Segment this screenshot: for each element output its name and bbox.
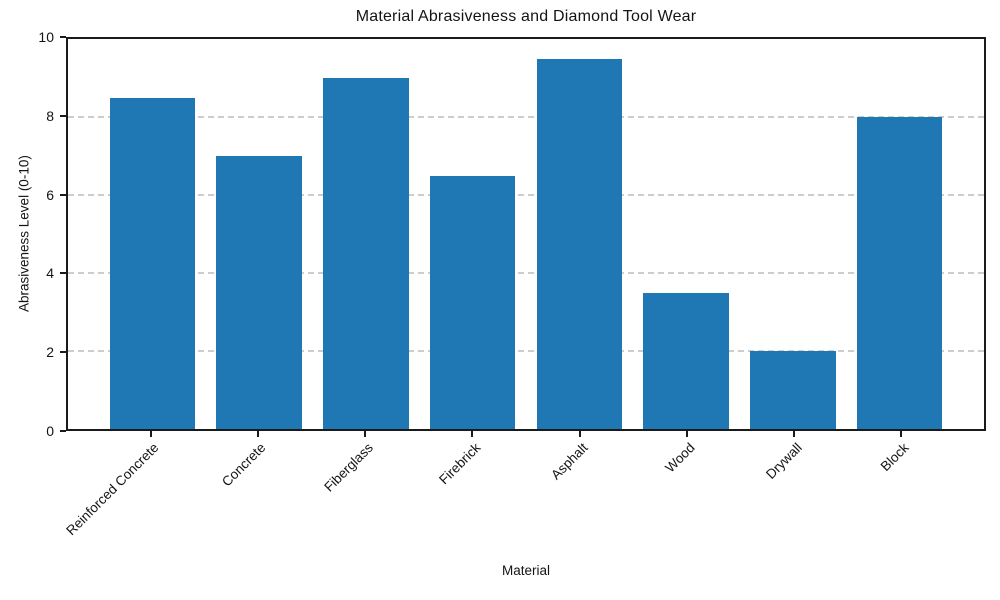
x-tick-label: Firebrick <box>435 440 483 488</box>
y-tick-mark <box>60 430 66 432</box>
gridline <box>68 350 984 352</box>
x-tick-mark <box>685 431 688 437</box>
bar-reinforced-concrete <box>109 97 196 429</box>
y-tick-label: 2 <box>46 344 54 361</box>
bar-concrete <box>216 156 302 429</box>
x-tick-mark <box>900 431 903 437</box>
x-tick-mark <box>149 431 152 437</box>
x-tick-label: Block <box>877 440 912 474</box>
plot-area <box>66 37 986 431</box>
bar-wood <box>643 292 729 429</box>
x-tick-label: Asphalt <box>547 440 591 483</box>
y-tick-mark <box>60 193 66 196</box>
x-tick-mark <box>578 431 581 437</box>
x-tick-label: Reinforced Concrete <box>63 440 162 539</box>
y-tick-label: 6 <box>46 186 54 203</box>
x-tick-label: Wood <box>662 440 698 476</box>
bar-drywall <box>750 351 836 429</box>
y-tick-label: 8 <box>46 107 54 124</box>
gridline <box>68 194 984 196</box>
x-tick-mark <box>471 431 474 437</box>
chart-title: Material Abrasiveness and Diamond Tool W… <box>355 8 697 25</box>
x-tick-label: Fiberglass <box>321 440 376 495</box>
bar-fiberglass <box>323 78 409 429</box>
x-axis: Reinforced Concrete Concrete Fiberglass Fir… <box>63 431 986 581</box>
y-tick-label: 0 <box>46 423 54 439</box>
gridline <box>68 272 984 274</box>
x-tick-mark <box>256 431 259 437</box>
y-tick-label: 4 <box>46 265 54 282</box>
bar-asphalt <box>536 58 623 429</box>
x-tick-mark <box>793 431 796 437</box>
y-tick-mark <box>60 114 66 117</box>
y-tick-mark <box>60 272 66 275</box>
x-tick-mark <box>364 431 367 437</box>
y-tick-mark <box>60 351 66 354</box>
y-tick-mark <box>60 36 66 38</box>
gridline <box>68 116 984 118</box>
x-axis-label: Material <box>501 563 550 578</box>
bar-block <box>856 117 943 429</box>
y-tick-label: 10 <box>38 29 54 45</box>
y-axis: 0 2 4 6 8 10 <box>0 30 66 438</box>
x-tick-label: Concrete <box>219 440 269 490</box>
x-tick-label: Drywall <box>762 440 805 482</box>
bar-firebrick <box>429 175 516 429</box>
